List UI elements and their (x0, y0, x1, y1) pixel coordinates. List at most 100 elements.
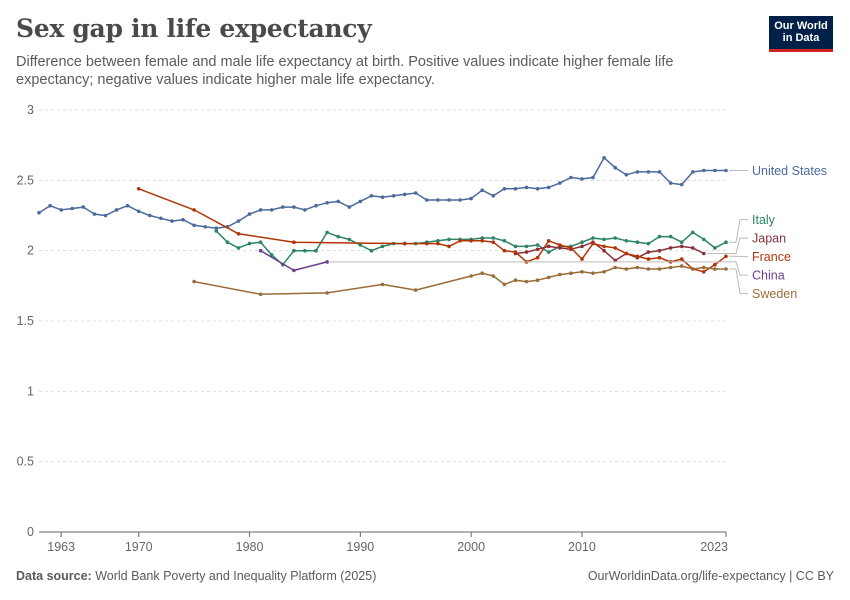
data-point (425, 241, 429, 246)
legend-connector (729, 268, 748, 295)
series-france (136, 187, 728, 274)
data-point (236, 246, 241, 250)
data-point (724, 240, 728, 244)
data-point (292, 268, 296, 273)
y-tick-label: 0.5 (17, 455, 34, 469)
data-point (591, 241, 595, 246)
data-point (657, 170, 662, 174)
data-point (558, 272, 562, 277)
data-point (247, 241, 252, 246)
data-source-text: World Bank Poverty and Inequality Platfo… (95, 569, 377, 583)
x-tick-label: 2010 (568, 540, 596, 554)
data-point (668, 246, 673, 250)
legend: United States Italy Japan France China Sweden (330, 164, 827, 301)
data-point (480, 239, 485, 243)
data-point (535, 187, 540, 191)
data-point (513, 187, 518, 191)
data-point (602, 156, 606, 160)
data-source: Data source: World Bank Poverty and Ineq… (16, 569, 376, 583)
data-point (558, 243, 562, 247)
series-united-states (37, 156, 728, 230)
data-point (369, 194, 374, 198)
data-point (624, 172, 629, 177)
data-point (713, 267, 717, 271)
data-point (602, 248, 606, 253)
legend-label: France (752, 250, 791, 264)
data-point (447, 237, 451, 242)
data-point (624, 267, 629, 271)
footer-credit-link[interactable]: OurWorldinData.org/life-expectancy | CC … (587, 569, 834, 583)
data-point (436, 239, 440, 243)
data-point (691, 170, 695, 174)
legend-item-china[interactable]: China (330, 261, 785, 283)
x-tick-label: 2023 (700, 540, 728, 554)
x-tick-label: 1980 (236, 540, 264, 554)
data-point (502, 282, 507, 287)
data-point (114, 208, 119, 212)
data-point (613, 246, 617, 250)
data-point (314, 248, 318, 253)
data-point (524, 244, 529, 249)
data-point (48, 203, 52, 208)
data-point (635, 240, 640, 244)
x-tick-label: 1970 (125, 540, 153, 554)
data-point (358, 199, 363, 204)
data-point (546, 185, 551, 190)
legend-item-united-states[interactable]: United States (729, 164, 827, 178)
data-point (491, 274, 496, 278)
series-line (38, 157, 726, 229)
data-point (491, 194, 496, 198)
data-point (646, 257, 651, 261)
data-point (258, 208, 263, 212)
data-point (380, 244, 385, 249)
data-point (546, 250, 551, 254)
data-point (469, 274, 473, 278)
data-point (347, 205, 352, 209)
legend-item-sweden[interactable]: Sweden (729, 268, 797, 301)
data-point (480, 236, 485, 240)
data-point (702, 168, 706, 173)
data-point (469, 196, 473, 201)
data-point (569, 175, 573, 180)
data-point (524, 279, 529, 284)
y-tick-label: 2 (27, 244, 34, 258)
data-point (469, 239, 473, 243)
data-point (480, 188, 485, 192)
data-point (679, 182, 684, 187)
data-point (181, 217, 185, 222)
data-point (148, 213, 152, 218)
data-point (247, 212, 252, 216)
data-point (602, 244, 606, 249)
data-source-label: Data source: (16, 569, 92, 583)
data-point (679, 257, 684, 261)
legend-item-japan[interactable]: Japan (706, 232, 786, 254)
owid-logo[interactable]: Our World in Data (769, 16, 833, 52)
data-point (546, 239, 551, 243)
data-point (192, 223, 196, 228)
data-point (713, 168, 717, 173)
legend-label: Italy (752, 213, 776, 227)
data-point (159, 216, 163, 221)
data-point (170, 219, 174, 223)
data-point (679, 240, 684, 244)
data-point (513, 278, 518, 283)
legend-item-italy[interactable]: Italy (729, 213, 776, 243)
data-point (425, 198, 429, 202)
data-point (258, 248, 263, 253)
data-point (258, 240, 263, 244)
data-point (713, 246, 717, 250)
data-point (502, 239, 507, 243)
data-point (580, 244, 584, 249)
series-italy (214, 229, 728, 267)
data-point (657, 248, 662, 253)
data-point (391, 194, 396, 198)
data-point (635, 254, 640, 259)
data-point (347, 237, 352, 242)
data-point (292, 205, 296, 209)
data-point (314, 203, 318, 208)
legend-label: Japan (752, 232, 786, 246)
legend-item-france[interactable]: France (729, 250, 791, 264)
data-point (724, 168, 728, 173)
data-point (70, 206, 74, 211)
data-point (59, 208, 63, 212)
